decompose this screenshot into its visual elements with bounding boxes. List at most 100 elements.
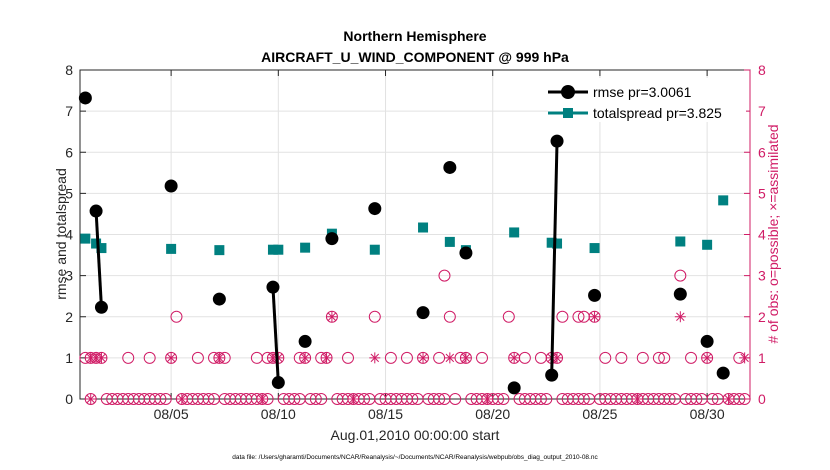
obs-possible-marker [674,269,687,282]
obs-assimilated-marker [460,352,472,364]
totalspread-point [273,244,284,255]
rmse-point [164,179,178,193]
rmse-point [368,202,382,216]
obs-possible-marker [368,310,381,323]
left-y-tick-label: 0 [65,391,73,407]
totalspread-point [300,242,311,253]
rmse-line [94,210,103,308]
rmse-point [545,368,559,382]
obs-assimilated-marker [347,393,359,405]
totalspread-point [589,243,600,254]
obs-assimilated-marker [165,352,177,364]
obs-possible-marker [202,393,215,405]
obs-possible-marker [433,393,446,405]
chart-title-line2: AIRCRAFT_U_WIND_COMPONENT @ 999 hPa [261,49,569,65]
obs-possible-marker [502,310,515,323]
obs-assimilated-marker [551,352,563,364]
rmse-point [416,306,430,320]
obs-assimilated-marker [321,352,333,364]
obs-possible-marker [315,393,328,405]
obs-possible-marker [690,393,703,405]
obs-possible-marker [170,310,183,323]
obs-possible-marker [159,393,172,405]
obs-possible-marker [534,393,547,405]
left-y-tick-label: 3 [65,268,73,284]
rmse-point [673,287,687,301]
obs-possible-marker [288,393,301,405]
right-y-tick-label: 3 [758,268,766,284]
obs-assimilated-marker [85,393,97,405]
right-y-axis-label: # of obs: o=possible; ×=assimilated [765,124,781,343]
x-axis-label: Aug.01,2010 00:00:00 start [331,427,500,443]
obs-possible-marker [706,393,719,405]
obs-possible-marker [738,393,751,405]
obs-assimilated-marker [508,352,520,364]
obs-possible-marker [449,393,462,405]
left-y-tick-label: 7 [65,103,73,119]
totalspread-point [214,245,225,256]
rmse-point [459,246,473,260]
right-y-tick-label: 6 [758,144,766,160]
obs-assimilated-marker [723,393,735,405]
obs-assimilated-marker [589,311,601,323]
right-y-tick-label: 0 [758,391,766,407]
legend: rmse pr=3.0061 totalspread pr=3.825 [548,78,746,122]
data-file-footnote: data file: /Users/gharamti/Documents/NCA… [232,454,598,461]
legend-rmse-marker [561,85,575,99]
obs-possible-marker [685,351,698,364]
rmse-point [212,292,226,306]
obs-possible-marker [384,351,397,364]
obs-possible-marker [122,351,135,364]
totalspread-point [702,239,713,250]
obs-possible-marker [438,269,451,282]
left-y-tick-label: 1 [65,350,73,366]
obs-assimilated-marker [631,393,643,405]
left-y-tick-label: 5 [65,185,73,201]
totalspread-point [552,238,563,249]
x-tick-label: 08/20 [475,406,510,422]
obs-assimilated-marker [369,352,381,364]
obs-possible-marker [309,393,322,405]
totalspread-point [166,243,177,254]
obs-assimilated-marker [326,311,338,323]
totalspread-point [96,243,107,254]
obs-assimilated-marker [739,352,751,364]
rmse-point [507,381,521,395]
obs-possible-marker [143,351,156,364]
x-tick-label: 08/30 [690,406,725,422]
legend-rmse-label: rmse pr=3.0061 [593,84,692,100]
totalspread-point [444,236,455,247]
legend-spread-label: totalspread pr=3.825 [593,105,722,121]
rmse-point [716,366,730,380]
obs-possible-marker [154,393,167,405]
x-tick-label: 08/10 [261,406,296,422]
obs-possible-marker [342,351,354,364]
obs-assimilated-marker [213,352,225,364]
right-y-tick-label: 1 [758,350,766,366]
obs-assimilated-marker [444,352,456,364]
right-y-tick-label: 4 [758,227,766,243]
rmse-point [325,232,339,246]
x-axis: 08/05 08/10 08/15 08/20 08/25 08/30 [154,70,725,422]
right-y-tick-label: 5 [758,185,766,201]
rmse-point [94,300,108,314]
obs-possible-marker [572,310,585,323]
totalspread-point [91,238,102,249]
right-y-axis: 0 1 2 3 4 5 6 7 8 [744,62,766,407]
obs-possible-marker [406,393,419,405]
totalspread-point [418,222,429,233]
rmse-point [588,288,602,302]
obs-assimilated-marker [674,311,686,323]
rmse-point [700,334,714,348]
left-y-tick-label: 2 [65,309,73,325]
obs-possible-marker [663,393,676,405]
chart-title-line1: Northern Hemisphere [343,28,486,44]
obs-assimilated-marker [176,393,188,405]
totalspread-point [267,244,278,255]
x-tick-label: 08/05 [154,406,189,422]
rmse-point [78,91,92,105]
totalspread-point [509,227,520,238]
right-y-tick-label: 7 [758,103,766,119]
rmse-line [550,141,559,376]
